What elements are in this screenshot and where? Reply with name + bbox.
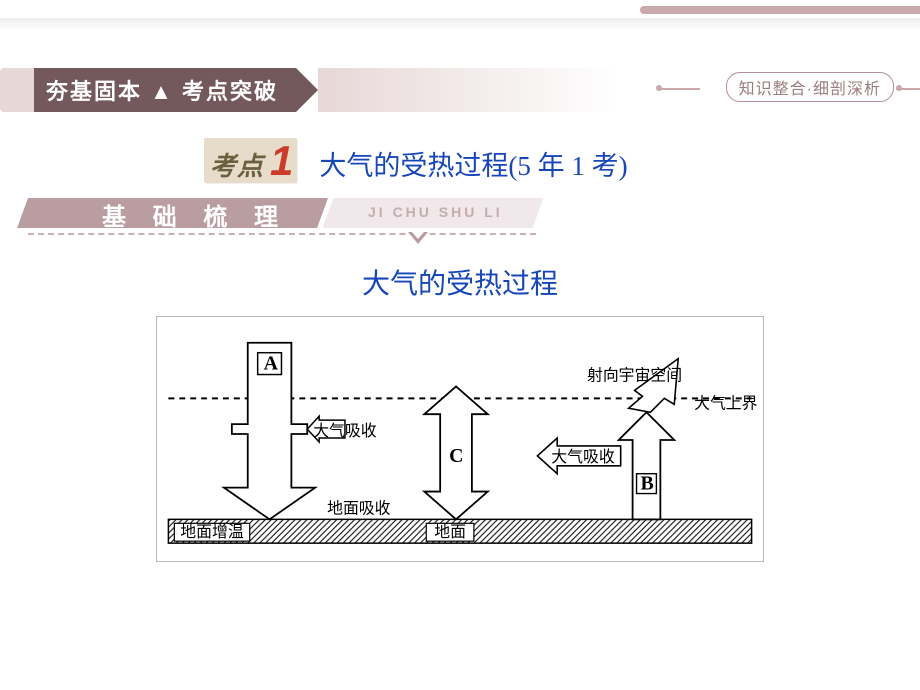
label-atm-absorb-left: 大气吸收: [313, 422, 377, 440]
kaodian-row: 考点 1 大气的受热过程(5 年 1 考): [204, 138, 628, 183]
badge-connector-left: [660, 88, 700, 90]
label-A: A: [264, 353, 279, 375]
arrow-A: A: [224, 343, 315, 520]
heating-diagram: A 大气吸收 地面吸收 地面增温 地面 C B 大气吸收: [156, 316, 764, 562]
subheader-dashline: [28, 233, 536, 235]
label-to-space: 射向宇宙空间: [587, 366, 682, 384]
subheader: 基 础 梳 理 JI CHU SHU LI: [28, 198, 538, 238]
kaodian-label: 考点: [210, 146, 264, 183]
label-B: B: [641, 473, 654, 495]
subheader-label: 基 础 梳 理: [102, 197, 288, 232]
arrow-C: C: [424, 386, 487, 519]
main-title: 大气的受热过程: [0, 262, 920, 302]
label-ground: 地面: [434, 523, 466, 541]
kaodian-badge: 考点 1: [204, 138, 297, 183]
diagram-svg: A 大气吸收 地面吸收 地面增温 地面 C B 大气吸收: [157, 317, 763, 561]
kaodian-number: 1: [270, 140, 293, 182]
label-ground-absorb: 地面吸收: [327, 499, 391, 517]
right-badge: 知识整合·细剖深析: [726, 72, 894, 102]
section-header-fade: [318, 68, 620, 112]
kaodian-title: 大气的受热过程(5 年 1 考): [319, 144, 627, 183]
section-header-arrowtail: [296, 68, 318, 112]
section-header-title: 夯基固本 ▲ 考点突破: [34, 68, 296, 112]
top-accent-bar: [640, 6, 920, 14]
top-shadow: [0, 18, 920, 30]
subheader-triangle-inner: [412, 232, 424, 239]
label-C: C: [449, 445, 463, 467]
arrow-B: B: [619, 412, 675, 519]
subheader-pinyin: JI CHU SHU LI: [368, 204, 503, 220]
label-atm-absorb-right: 大气吸收: [551, 448, 615, 466]
badge-dot-right: [896, 85, 902, 91]
label-atm-top: 大气上界: [694, 394, 758, 412]
label-ground-warm: 地面增温: [180, 523, 244, 541]
section-header: 夯基固本 ▲ 考点突破: [0, 68, 620, 112]
section-header-leadin: [0, 68, 34, 112]
